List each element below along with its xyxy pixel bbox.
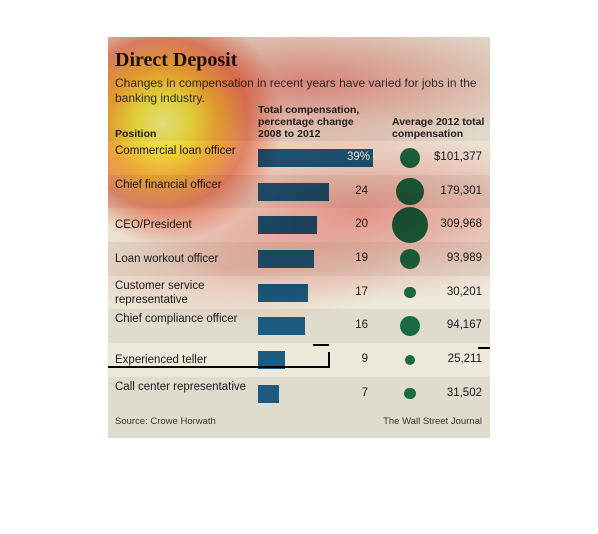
compensation-value-label: 179,301 — [440, 184, 482, 197]
compensation-dot — [404, 388, 416, 400]
annotation-line-mark — [328, 352, 330, 368]
chart-graphic: Direct Deposit Changes in compensation i… — [108, 37, 490, 438]
compensation-dot — [392, 207, 428, 244]
pct-value-label: 9 — [361, 353, 368, 366]
compensation-value-label: 309,968 — [440, 218, 482, 231]
credit-note: The Wall Street Journal — [383, 416, 482, 427]
row-label: Commercial loan officer — [115, 144, 236, 157]
pct-bar — [258, 216, 317, 235]
chart-subtitle: Changes in compensation in recent years … — [115, 76, 477, 105]
annotation-line-right — [478, 347, 490, 349]
pct-bar — [258, 283, 309, 302]
row-label: Customer service representative — [115, 279, 205, 306]
column-header-position: Position — [115, 128, 157, 140]
pct-value-label: 17 — [355, 285, 368, 298]
pct-value-label: 16 — [355, 319, 368, 332]
row-label: Chief compliance officer — [115, 313, 238, 326]
pct-value-label: 24 — [355, 184, 368, 197]
pct-bar — [258, 384, 279, 403]
compensation-dot — [400, 249, 420, 269]
compensation-value-label: 94,167 — [446, 319, 482, 332]
row-label: Chief financial officer — [115, 178, 222, 191]
pct-bar — [258, 249, 315, 268]
row-label: Call center representative — [115, 380, 247, 393]
pct-value-label: 7 — [361, 386, 368, 399]
source-note: Source: Crowe Horwath — [115, 416, 216, 427]
pct-value-label: 39% — [346, 150, 370, 163]
pct-bar — [258, 182, 329, 201]
annotation-line-long — [108, 366, 330, 368]
compensation-value-label: $101,377 — [434, 150, 482, 163]
pct-bar — [258, 317, 306, 336]
annotation-line-short — [313, 344, 329, 346]
row-label: Loan workout officer — [115, 252, 219, 265]
column-header-avg-comp: Average 2012 total compensation — [392, 116, 485, 140]
row-label: Experienced teller — [115, 354, 208, 367]
row-label: CEO/President — [115, 219, 192, 232]
compensation-dot — [396, 177, 424, 206]
compensation-value-label: 25,211 — [447, 353, 482, 366]
column-header-pct-change: Total compensation, percentage change 20… — [258, 104, 360, 140]
compensation-value-label: 30,201 — [446, 285, 482, 298]
pct-value-label: 20 — [355, 218, 368, 231]
compensation-dot — [404, 287, 416, 299]
pct-value-label: 19 — [355, 251, 368, 264]
compensation-value-label: 31,502 — [446, 386, 482, 399]
chart-title: Direct Deposit — [115, 49, 238, 71]
compensation-dot — [400, 316, 420, 337]
compensation-value-label: 93,989 — [446, 251, 482, 264]
